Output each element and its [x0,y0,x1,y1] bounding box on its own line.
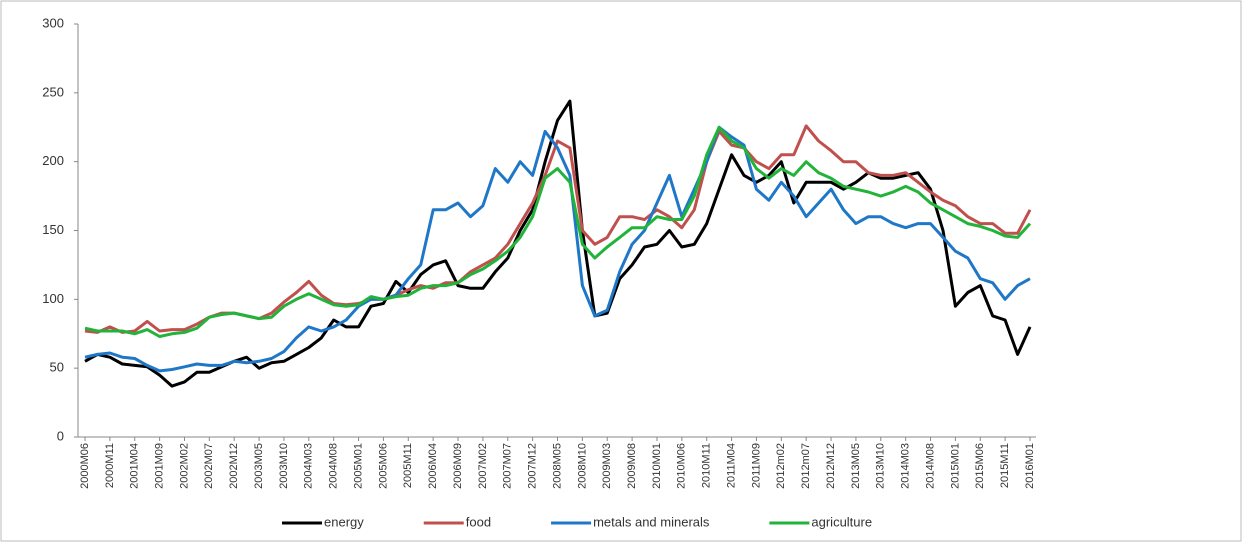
y-tick-label: 0 [57,428,64,443]
x-tick-label: 2009M03 [601,443,613,489]
x-tick-label: 2014M08 [924,443,936,489]
x-tick-label: 2000M06 [79,443,91,489]
x-tick-label: 2005M01 [352,443,364,489]
y-tick-label: 250 [42,84,64,99]
x-tick-label: 2012m02 [775,443,787,489]
y-tick-label: 100 [42,291,64,306]
x-tick-label: 2015M06 [974,443,986,489]
x-tick-label: 2007M12 [527,443,539,489]
legend-label: metals and minerals [593,514,710,529]
x-tick-label: 2009M08 [626,443,638,489]
x-tick-label: 2012m07 [800,443,812,489]
x-tick-label: 2007M07 [502,443,514,489]
x-tick-label: 2008M05 [551,443,563,489]
y-tick-label: 300 [42,15,64,30]
x-tick-label: 2002M02 [178,443,190,489]
x-tick-label: 2016M01 [1024,443,1036,489]
y-tick-label: 200 [42,153,64,168]
x-tick-label: 2005M06 [377,443,389,489]
series-line [84,125,1031,373]
x-tick-label: 2003M10 [278,443,290,489]
x-tick-label: 2002M12 [228,443,240,489]
series-line [84,125,1032,338]
x-tick-label: 2011M04 [725,443,737,488]
x-tick-label: 2000M11 [104,443,116,488]
x-tick-label: 2007M02 [477,443,489,489]
x-tick-label: 2012M12 [825,443,837,489]
x-tick-label: 2010M06 [676,443,688,489]
legend-label: energy [324,514,364,529]
x-tick-label: 2001M04 [129,443,141,489]
x-tick-label: 2013M05 [850,443,862,489]
x-tick-label: 2004M03 [303,443,315,489]
x-tick-label: 2015M11 [999,443,1011,488]
y-tick-label: 150 [42,222,64,237]
x-tick-label: 2011M09 [750,443,762,488]
y-tick-label: 50 [50,360,64,375]
x-tick-label: 2015M01 [949,443,961,489]
legend-label: agriculture [811,514,872,529]
x-tick-label: 2003M05 [253,443,265,489]
x-tick-label: 2006M04 [427,443,439,489]
x-tick-label: 2005M11 [402,443,414,488]
x-tick-label: 2002M07 [203,443,215,489]
legend-label: food [466,514,491,529]
x-tick-label: 2013M10 [875,443,887,489]
x-tick-label: 2006M09 [452,443,464,489]
x-tick-label: 2008M10 [576,443,588,489]
x-tick-label: 2010M01 [651,443,663,489]
x-tick-label: 2010M11 [701,443,713,488]
x-tick-label: 2004M08 [328,443,340,489]
x-tick-label: 2014M03 [900,443,912,489]
x-tick-label: 2001M09 [154,443,166,489]
